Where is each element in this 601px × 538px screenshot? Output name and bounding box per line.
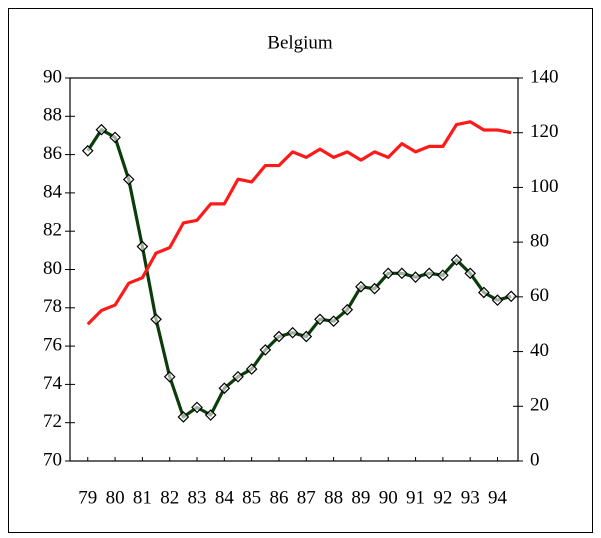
marker	[81, 144, 94, 157]
marker	[122, 173, 135, 186]
marker	[478, 286, 490, 299]
marker	[177, 411, 190, 423]
y-tick-label: 76	[43, 334, 62, 355]
x-tick-label: 79	[78, 487, 97, 508]
y2-tick-label: 60	[530, 285, 549, 306]
marker	[355, 280, 367, 293]
marker	[450, 254, 463, 266]
y-tick-label: 74	[43, 373, 63, 394]
x-tick-label: 92	[433, 487, 452, 508]
x-tick-label: 84	[215, 487, 235, 508]
y-tick-label: 80	[43, 258, 62, 279]
y-tick-label: 88	[43, 105, 62, 126]
marker	[136, 240, 149, 253]
marker	[95, 123, 108, 136]
x-tick-label: 86	[269, 487, 288, 508]
x-tick-label: 94	[488, 487, 508, 508]
marker	[150, 313, 162, 326]
marker	[327, 315, 340, 328]
marker	[423, 267, 436, 280]
y-tick-label: 78	[43, 296, 62, 317]
marker	[300, 330, 313, 343]
y-tick-label: 70	[43, 449, 62, 470]
series-line	[86, 128, 512, 419]
marker	[245, 363, 258, 375]
x-tick-label: 90	[379, 487, 398, 508]
y2-tick-label: 20	[530, 395, 549, 416]
y2-tick-label: 100	[530, 176, 559, 197]
marker	[109, 131, 121, 144]
x-tick-label: 88	[324, 487, 343, 508]
chart-title: Belgium	[267, 32, 333, 53]
x-tick-label: 89	[351, 487, 370, 508]
x-tick-label: 83	[188, 487, 207, 508]
marker	[218, 382, 231, 395]
y2-tick-label: 140	[530, 66, 559, 87]
y2-tick-label: 40	[530, 340, 549, 361]
marker	[409, 271, 422, 284]
marker	[341, 303, 354, 316]
series-line	[86, 120, 512, 326]
marker	[286, 326, 299, 339]
marker	[163, 370, 176, 383]
y-tick-label: 84	[43, 181, 63, 202]
x-tick-label: 93	[461, 487, 480, 508]
y2-tick-label: 0	[530, 449, 540, 470]
marker	[437, 269, 449, 282]
y-tick-label: 90	[43, 66, 62, 87]
marker	[232, 370, 244, 383]
marker	[505, 290, 518, 303]
x-tick-label: 91	[406, 487, 425, 508]
frame	[8, 8, 593, 533]
marker	[204, 409, 217, 421]
marker	[491, 294, 504, 306]
x-tick-label: 87	[297, 487, 316, 508]
x-tick-label: 85	[242, 487, 261, 508]
marker	[273, 330, 285, 343]
marker	[464, 267, 477, 280]
marker	[314, 313, 326, 326]
x-tick-label: 82	[160, 487, 179, 508]
y-tick-label: 86	[43, 143, 62, 164]
y2-tick-label: 80	[530, 231, 549, 252]
marker	[368, 282, 381, 295]
y-tick-label: 82	[43, 220, 62, 241]
marker	[259, 344, 272, 356]
x-tick-label: 80	[106, 487, 125, 508]
y-tick-label: 72	[43, 411, 62, 432]
marker	[191, 401, 203, 414]
y2-tick-label: 120	[530, 121, 559, 142]
marker	[396, 267, 408, 280]
x-tick-label: 81	[133, 487, 152, 508]
marker	[382, 267, 395, 280]
